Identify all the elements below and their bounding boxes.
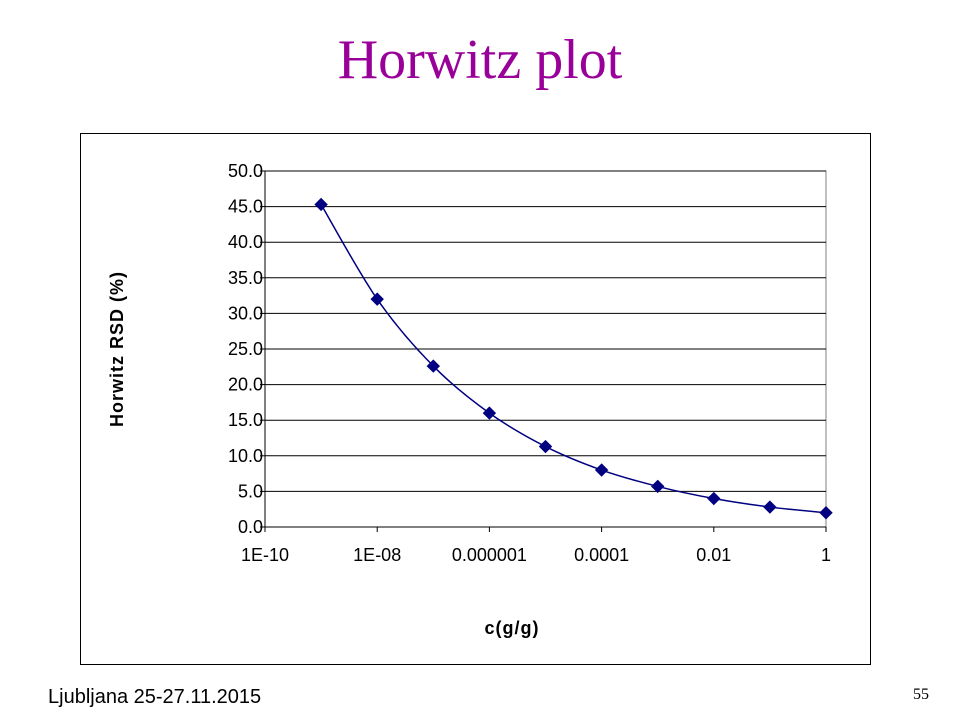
y-tick-label: 40.0	[228, 232, 263, 252]
grid-lines	[264, 170, 826, 528]
data-point-marker	[819, 506, 833, 520]
y-tick-label: 5.0	[238, 481, 263, 501]
y-tick-label: 30.0	[228, 303, 263, 323]
x-tick-label: 1E-08	[353, 545, 401, 565]
y-tick-label: 0.0	[238, 517, 263, 537]
horwitz-chart: 0.0 5.0 10.0 15.0 20.0 25.0 30.0 35.0 40.0 45.0 50…	[107, 161, 833, 638]
x-tick-label: 0.000001	[452, 545, 527, 565]
y-tick-label: 15.0	[228, 410, 263, 430]
y-tick-label: 45.0	[228, 197, 263, 217]
data-point-marker	[650, 479, 665, 494]
x-tick-label: 1	[821, 545, 831, 565]
x-tick-label: 0.0001	[574, 545, 629, 565]
data-point-marker	[707, 491, 721, 506]
y-tick-label: 25.0	[228, 339, 263, 359]
data-point-marker	[594, 463, 609, 477]
y-tick-label: 50.0	[228, 161, 263, 181]
data-point-marker	[763, 500, 777, 514]
data-point-marker	[482, 406, 497, 420]
x-tick-label: 1E-10	[241, 545, 289, 565]
series-markers	[314, 197, 833, 520]
page-number: 55	[913, 686, 929, 703]
data-point-marker	[426, 359, 441, 373]
data-point-marker	[538, 439, 553, 454]
data-point-marker	[314, 197, 328, 212]
y-tick-label: 20.0	[228, 375, 263, 395]
slide-title: Horwitz plot	[337, 29, 623, 91]
x-tick-label: 0.01	[696, 545, 731, 565]
y-tick-label: 10.0	[228, 446, 263, 466]
x-axis-ticks: 1E-10 1E-08 0.000001 0.0001 0.01 1	[241, 527, 831, 565]
data-point-marker	[370, 292, 384, 306]
x-axis-title: c(g/g)	[485, 618, 540, 638]
y-axis-ticks: 0.0 5.0 10.0 15.0 20.0 25.0 30.0 35.0 40.0 45.0 50…	[228, 161, 265, 537]
y-tick-label: 35.0	[228, 268, 263, 288]
footer-location-date: Ljubljana 25-27.11.2015	[48, 686, 262, 708]
chart-frame: 0.0 5.0 10.0 15.0 20.0 25.0 30.0 35.0 40.0 45.0 50…	[80, 133, 871, 665]
y-axis-title: Horwitz RSD (%)	[107, 271, 127, 427]
